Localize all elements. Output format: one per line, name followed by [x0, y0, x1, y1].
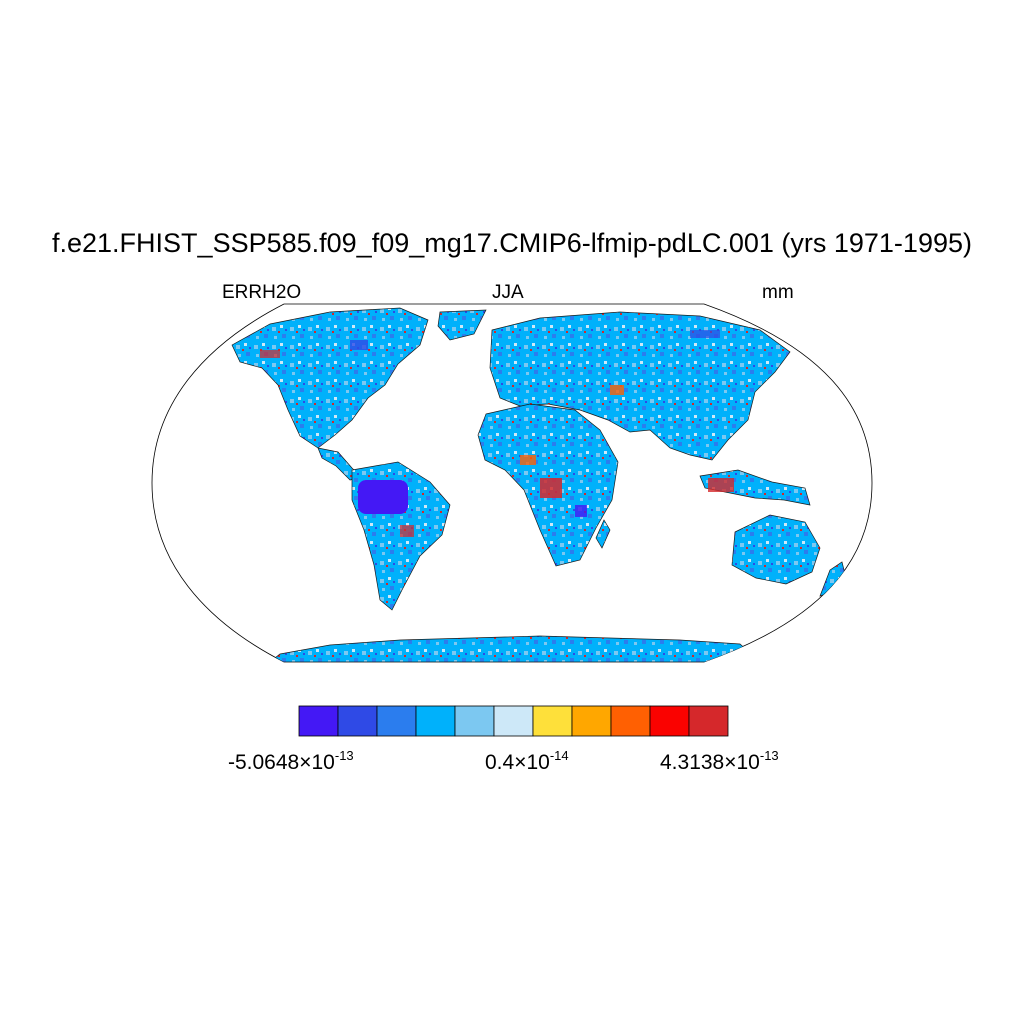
colorbar-swatch	[298, 705, 339, 737]
colorbar-swatch	[688, 705, 729, 737]
land-greenland	[437, 309, 487, 341]
land-antarctica	[269, 635, 761, 662]
colorbar	[298, 705, 729, 737]
colorbar-swatch	[376, 705, 417, 737]
colorbar-mid-label: 0.4×10-14	[485, 748, 569, 774]
anomaly-patches	[260, 330, 734, 537]
land-north-america	[231, 307, 429, 449]
colorbar-swatch	[454, 705, 495, 737]
land-madagascar	[595, 519, 611, 549]
colorbar-swatch	[610, 705, 651, 737]
colorbar-swatch	[415, 705, 456, 737]
variable-label: ERRH2O	[222, 282, 302, 303]
colorbar-swatch	[337, 705, 378, 737]
land-australia	[731, 514, 821, 585]
colorbar-max-label: 4.3138×10-13	[660, 748, 779, 774]
plot-title: f.e21.FHIST_SSP585.f09_f09_mg17.CMIP6-lf…	[52, 228, 972, 258]
colorbar-swatch	[532, 705, 573, 737]
colorbar-swatch	[571, 705, 612, 737]
season-label: JJA	[492, 282, 524, 303]
colorbar-swatch	[649, 705, 690, 737]
colorbar-min-label: -5.0648×10-13	[228, 748, 354, 774]
colorbar-swatch	[493, 705, 534, 737]
units-label: mm	[762, 282, 794, 303]
